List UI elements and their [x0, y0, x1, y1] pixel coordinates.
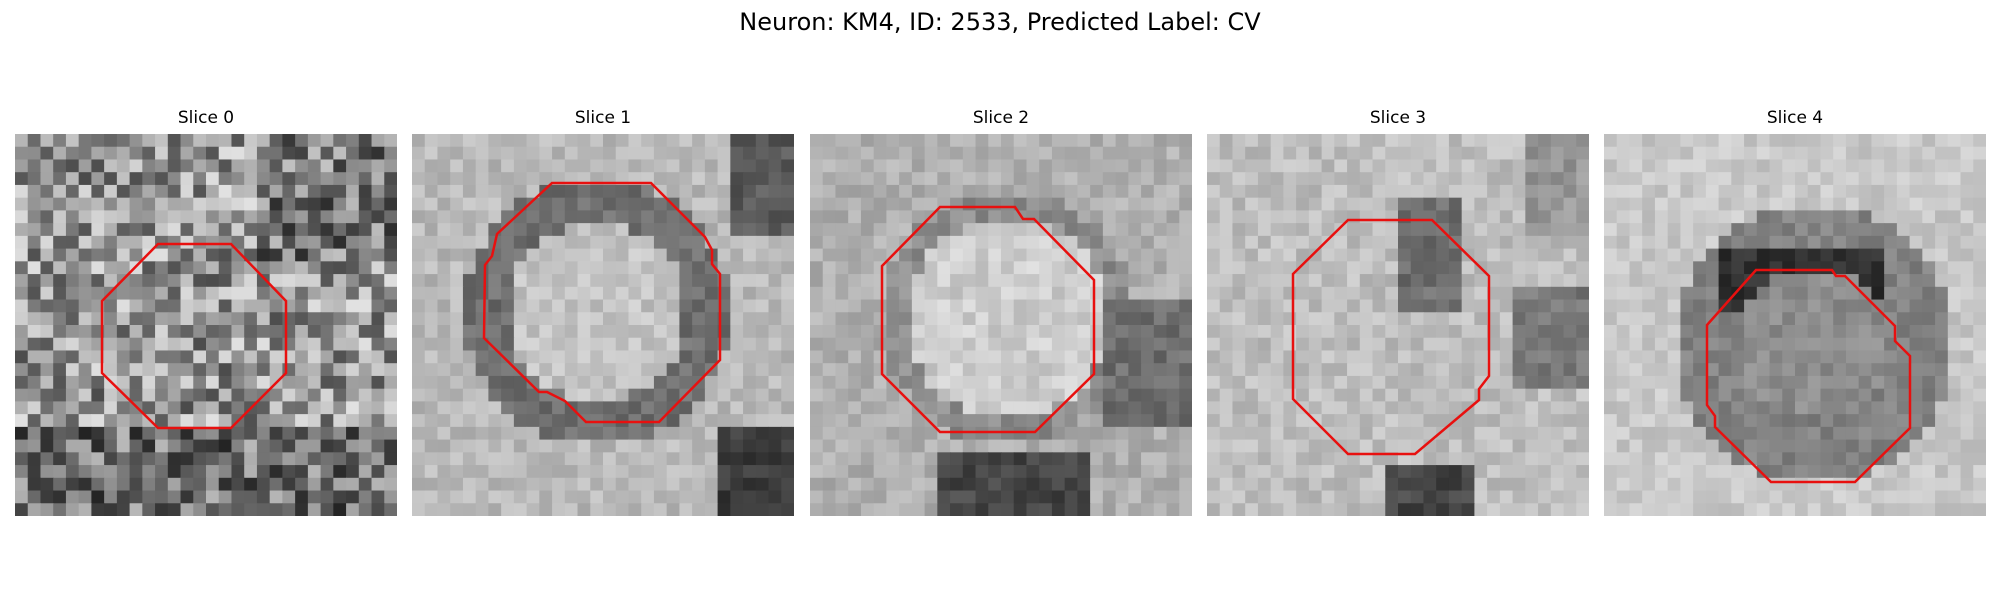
roi-contour [1705, 268, 1912, 484]
slice-image [412, 134, 794, 516]
roi-contour [1291, 218, 1491, 456]
slice-title: Slice 2 [972, 108, 1030, 128]
slice-panel-1: Slice 1 [412, 108, 794, 516]
slice-panel-3: Slice 3 [1207, 108, 1589, 516]
slice-panel-0: Slice 0 [15, 108, 397, 516]
slice-title: Slice 4 [1766, 108, 1824, 128]
slice-image [1604, 134, 1986, 516]
slice-panel-4: Slice 4 [1604, 108, 1986, 516]
roi-contour [482, 181, 722, 424]
slice-image [1207, 134, 1589, 516]
roi-contour [880, 205, 1096, 434]
slice-panel-2: Slice 2 [810, 108, 1192, 516]
slice-image [810, 134, 1192, 516]
figure-title: Neuron: KM4, ID: 2533, Predicted Label: … [739, 8, 1261, 36]
slice-title: Slice 1 [574, 108, 632, 128]
slice-title: Slice 3 [1369, 108, 1427, 128]
slice-image [15, 134, 397, 516]
slice-title: Slice 0 [177, 108, 235, 128]
roi-contour [100, 242, 288, 430]
